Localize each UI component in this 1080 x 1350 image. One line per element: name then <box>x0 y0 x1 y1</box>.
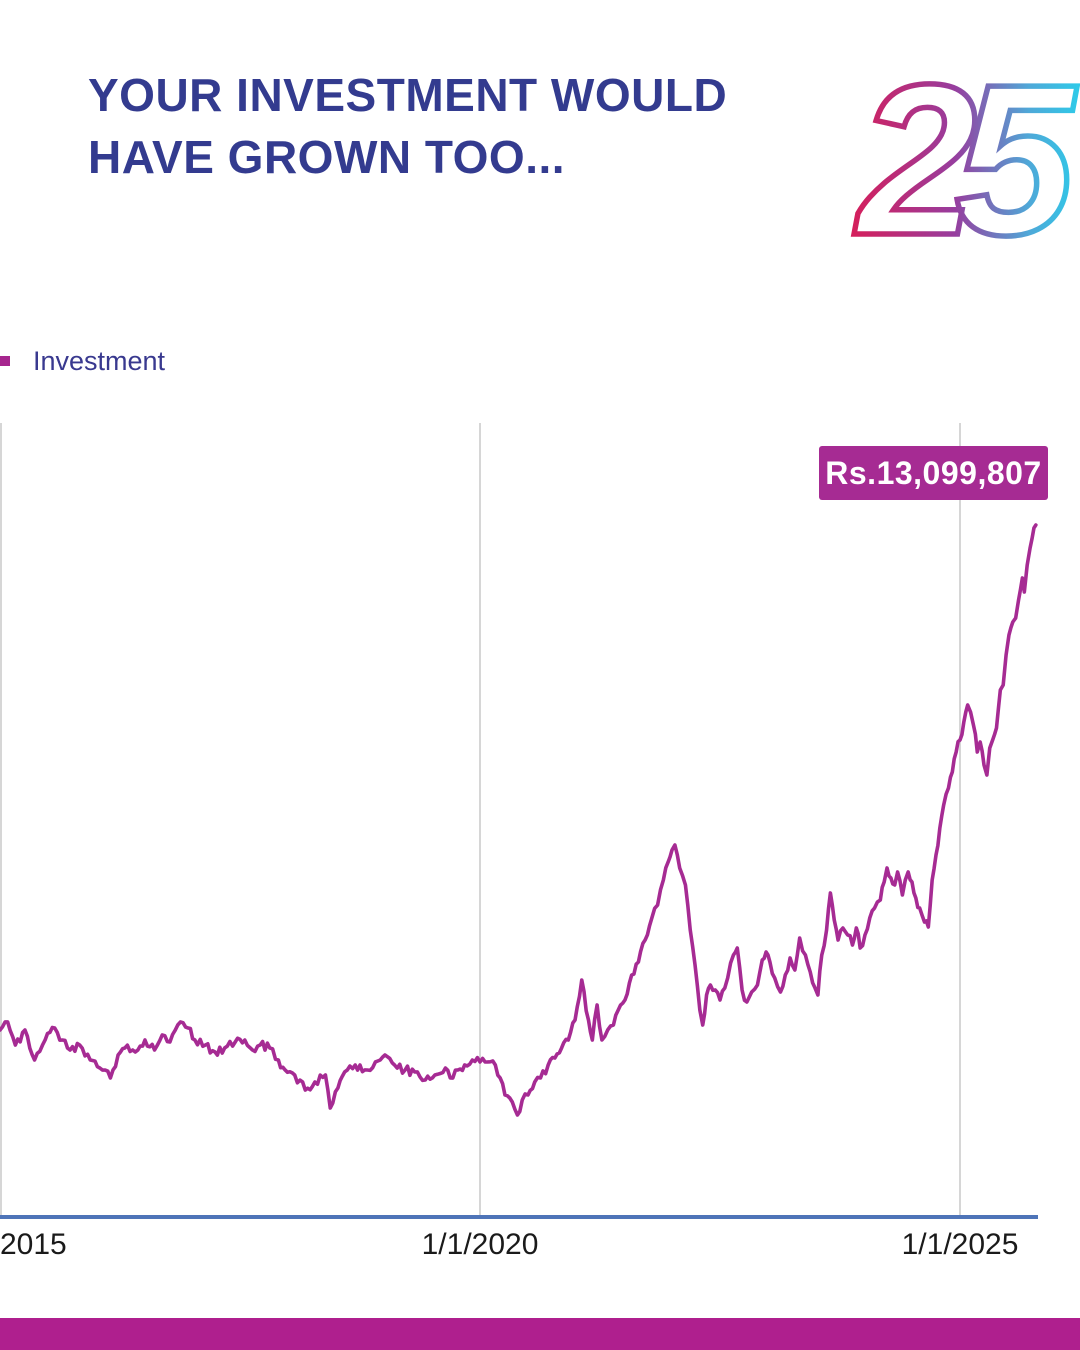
page-title: YOUR INVESTMENT WOULD HAVE GROWN TOO... <box>88 64 727 188</box>
bottom-accent-bar <box>0 1318 1080 1350</box>
logo-25-icon: 25 <box>850 36 1080 283</box>
x-axis-line <box>0 1215 1038 1219</box>
title-line-1: YOUR INVESTMENT WOULD <box>88 69 728 121</box>
x-axis-tick-label: 1/1/2025 <box>901 1228 1019 1261</box>
chart-plot-area <box>0 423 1038 1219</box>
logo-25-text: 25 <box>853 39 1078 280</box>
x-axis-ticks: 2015 1/1/2020 1/1/2025 <box>0 1228 1080 1264</box>
legend-label: Investment <box>33 345 166 376</box>
x-axis-tick-label: 1/1/2020 <box>421 1228 539 1261</box>
legend-marker-icon <box>0 356 10 366</box>
x-axis-tick-label: 2015 <box>0 1228 67 1261</box>
value-callout: Rs.13,099,807 <box>819 446 1048 500</box>
chart-legend: Investment <box>0 344 165 378</box>
value-callout-text: Rs.13,099,807 <box>825 454 1042 491</box>
investment-line <box>0 523 1038 1117</box>
title-line-2: HAVE GROWN TOO... <box>88 131 566 183</box>
vertical-gridlines <box>0 423 961 1216</box>
investment-chart: Rs.13,099,807 <box>0 423 1080 1219</box>
